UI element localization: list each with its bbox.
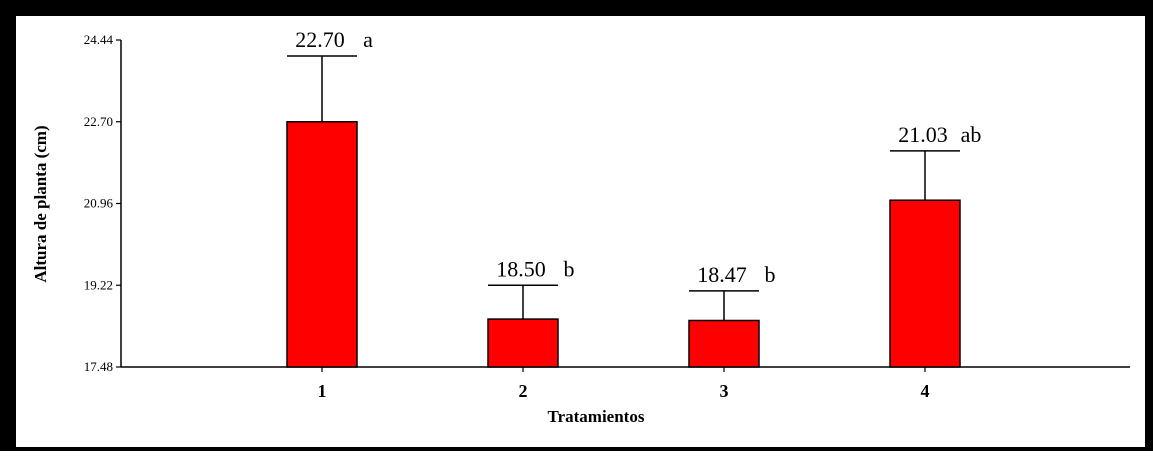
y-axis-title: Altura de planta (cm) [31,125,50,282]
x-tick-label: 3 [720,381,729,401]
significance-letter: b [564,256,575,281]
chart-frame-bottom [0,447,1153,451]
y-tick-label: 17.48 [84,359,113,374]
data-label: 18.47 [697,262,747,287]
significance-letter: ab [961,122,982,147]
data-label: 22.70 [295,27,345,52]
chart-frame-right [1145,0,1153,451]
x-tick-label: 1 [318,381,327,401]
x-tick-label: 4 [921,381,930,401]
x-axis-title: Tratamientos [548,407,645,426]
bar [889,199,961,368]
y-tick-label: 24.44 [84,32,114,47]
chart-frame-left [0,0,16,451]
significance-letter: b [765,262,776,287]
chart-frame-top [0,0,1153,16]
y-tick-label: 22.70 [84,114,113,129]
significance-letter: a [363,27,373,52]
bar [286,121,358,368]
x-tick-label: 2 [519,381,528,401]
chart-marks: 24.44 22.70 20.96 19.22 17.48 1 22.70 a 2 18.50 b 3… [84,27,1130,401]
y-tick-label: 20.96 [84,196,114,211]
bar [487,318,559,368]
y-tick-label: 19.22 [84,277,113,292]
bar [688,319,760,368]
data-label: 21.03 [898,122,948,147]
data-label: 18.50 [496,256,546,281]
